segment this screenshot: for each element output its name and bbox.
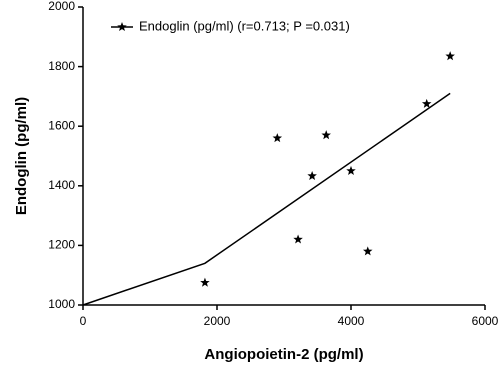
data-point xyxy=(321,130,331,140)
y-tick-label: 1800 xyxy=(48,59,75,73)
data-point xyxy=(307,170,317,181)
data-point xyxy=(346,165,356,175)
data-point xyxy=(445,51,455,61)
fit-line xyxy=(82,92,451,306)
data-point xyxy=(293,234,303,244)
data-point xyxy=(272,133,283,143)
x-tick-label: 0 xyxy=(80,314,87,328)
y-tick-label: 1400 xyxy=(48,178,75,192)
x-tick-label: 6000 xyxy=(472,314,499,328)
legend-text: Endoglin (pg/ml) (r=0.713; P =0.031) xyxy=(139,18,350,33)
y-tick-label: 2000 xyxy=(48,0,75,13)
x-tick-label: 2000 xyxy=(204,314,231,328)
y-axis-title: Endoglin (pg/ml) xyxy=(13,97,30,215)
y-tick-label: 1200 xyxy=(48,238,75,252)
x-axis-title: Angiopoietin-2 (pg/ml) xyxy=(204,346,363,363)
legend-marker xyxy=(117,22,127,32)
data-point xyxy=(421,98,432,108)
y-tick-label: 1600 xyxy=(48,118,75,132)
x-tick-label: 4000 xyxy=(338,314,365,328)
data-point xyxy=(362,246,373,256)
data-point xyxy=(200,277,210,287)
y-tick-label: 1000 xyxy=(48,297,75,311)
